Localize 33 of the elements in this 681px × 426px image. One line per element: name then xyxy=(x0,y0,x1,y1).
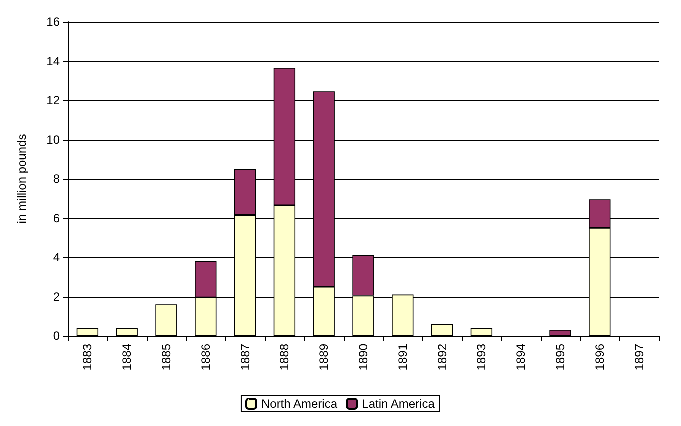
y-tick-label: 12 xyxy=(46,94,60,108)
x-tick-label: 1896 xyxy=(592,344,607,371)
y-tick-label: 2 xyxy=(53,290,60,304)
x-tick-label: 1889 xyxy=(317,344,332,371)
x-tick-label: 1888 xyxy=(278,344,292,371)
x-tick-label: 1885 xyxy=(160,344,174,371)
bar xyxy=(550,330,572,336)
x-tick-label: 1892 xyxy=(435,344,450,371)
y-tick-label: 10 xyxy=(46,132,60,147)
bar xyxy=(470,328,493,336)
x-tick-label: 1893 xyxy=(474,344,489,371)
x-tick-label: 1897 xyxy=(632,344,646,371)
x-tick-label: 1887 xyxy=(238,344,252,371)
bar xyxy=(76,328,99,336)
y-axis-title: in million pounds xyxy=(15,134,29,224)
x-tick-label: 1890 xyxy=(356,344,370,371)
legend-label: North America xyxy=(261,397,338,411)
bar xyxy=(431,324,454,336)
y-tick-label: 16 xyxy=(46,15,60,29)
y-tick-label: 14 xyxy=(46,54,60,68)
bar xyxy=(116,328,138,336)
x-tick-label: 1883 xyxy=(80,344,95,371)
y-tick-label: 6 xyxy=(53,211,60,226)
bar xyxy=(156,304,178,336)
x-tick-label: 1891 xyxy=(396,344,410,371)
x-tick-label: 1894 xyxy=(514,344,528,371)
legend-label: Latin America xyxy=(362,397,436,411)
y-tick-label: 4 xyxy=(53,250,60,264)
y-tick-label: 8 xyxy=(53,172,60,186)
y-tick-label: 0 xyxy=(53,329,60,343)
x-tick-label: 1884 xyxy=(120,344,134,371)
x-tick-label: 1895 xyxy=(554,344,568,371)
x-tick-label: 1886 xyxy=(198,344,213,371)
